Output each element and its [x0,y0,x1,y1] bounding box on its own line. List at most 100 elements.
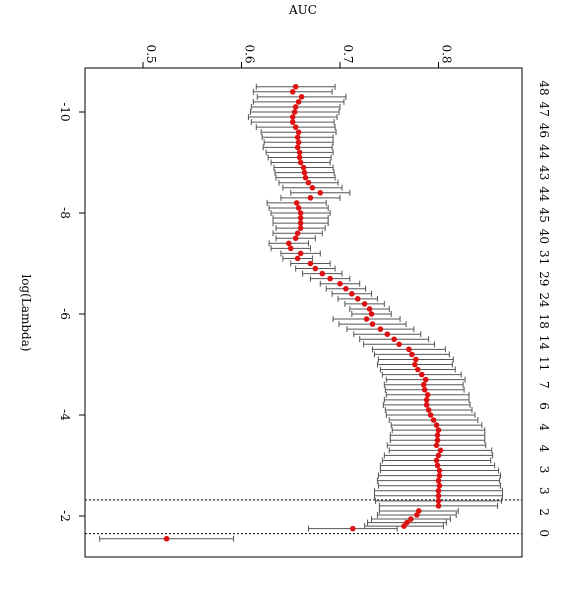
auc-point [319,270,326,277]
auc-point [436,467,443,474]
auc-point [384,331,391,338]
auc-point [424,392,431,398]
coef-count-label: 11 [537,356,551,371]
auc-point [421,386,428,393]
reference-lines [85,499,522,535]
axis-ticks: 0.5 0.6 0.7 0.8-10-8-6-4-248474644434445403… [58,44,551,537]
log-lambda-tick-label: -4 [58,409,72,421]
auc-point [368,311,375,317]
coef-count-label: 4 [537,445,551,453]
auc-point [433,422,440,428]
auc-point [415,366,421,373]
auc-point [285,240,292,247]
auc-point [430,417,437,423]
auc-point [289,114,296,120]
coef-count-label: 6 [537,402,551,410]
log-lambda-axis-label: log(Lambda) [19,274,33,351]
auc-point [434,462,441,469]
auc-point [309,184,316,191]
auc-point [435,427,442,433]
auc-point [294,230,301,236]
auc-point [435,498,442,504]
auc-point [307,260,314,267]
auc-point [295,99,302,105]
auc-point [295,129,302,135]
auc-axis-label: AUC [288,3,317,17]
coef-count-label: 0 [537,529,551,537]
auc-point [289,89,296,95]
auc-point [297,210,304,216]
auc-point [404,519,410,526]
auc-tick-label: 0.5 [144,44,158,63]
auc-point [369,321,376,327]
plot-area-frame [84,67,523,558]
auc-point [412,361,418,368]
auc-point [349,291,355,297]
auc-point [434,432,441,439]
auc-point [302,174,309,181]
coef-count-label: 44 [537,144,551,160]
auc-point [420,381,427,388]
coef-count-label: 18 [537,314,551,329]
log-lambda-tick-label: -8 [58,207,72,219]
auc-point [437,447,444,454]
auc-point [423,402,430,408]
auc-point [343,285,349,292]
coef-count-label: 24 [537,292,551,308]
auc-point [422,376,429,383]
auc-point [292,104,299,110]
auc-point [427,412,434,418]
auc-point [295,139,302,146]
coef-count-label: 3 [537,466,551,474]
auc-point [413,356,419,363]
auc-point [409,351,415,358]
auc-point [163,535,170,542]
auc-point [297,220,304,226]
coef-count-label: 14 [537,335,551,351]
auc-point [312,265,319,272]
auc-point [317,190,324,196]
auc-point [433,457,440,464]
auc-point [416,508,422,514]
log-lambda-tick-label: -2 [58,510,72,522]
coef-count-label: 47 [537,102,551,117]
auc-point [435,503,442,509]
auc-point [305,179,312,186]
auc-point [361,301,368,307]
auc-point [350,525,356,532]
auc-point [297,159,304,166]
auc-point [435,493,442,499]
auc-point [294,255,301,262]
auc-point [418,371,425,378]
auc-point [301,169,308,176]
auc-point [363,316,370,322]
auc-point [434,437,441,444]
data-points [163,83,444,542]
auc-point [406,346,412,353]
auc-point [396,341,402,348]
coef-count-label: 2 [537,508,551,516]
auc-point [294,144,301,151]
auc-point [287,245,294,252]
auc-point [436,472,443,479]
auc-point [296,154,303,161]
auc-point [425,407,432,413]
auc-point [293,200,300,206]
coef-count-label: 29 [537,271,551,286]
coef-count-label: 44 [537,186,551,202]
auc-point [295,205,302,211]
auc-point [297,250,304,257]
auc-tick-label: 0.7 [341,44,355,63]
auc-point [433,442,440,449]
auc-point [298,94,305,100]
auc-point [291,109,298,115]
auc-point [297,215,304,221]
auc-point [292,235,299,242]
coef-count-label: 48 [537,80,551,95]
auc-point [297,225,304,231]
coef-count-label: 7 [537,381,551,389]
auc-point [292,83,299,90]
auc-tick-label: 0.8 [440,44,454,63]
auc-point [327,275,333,282]
